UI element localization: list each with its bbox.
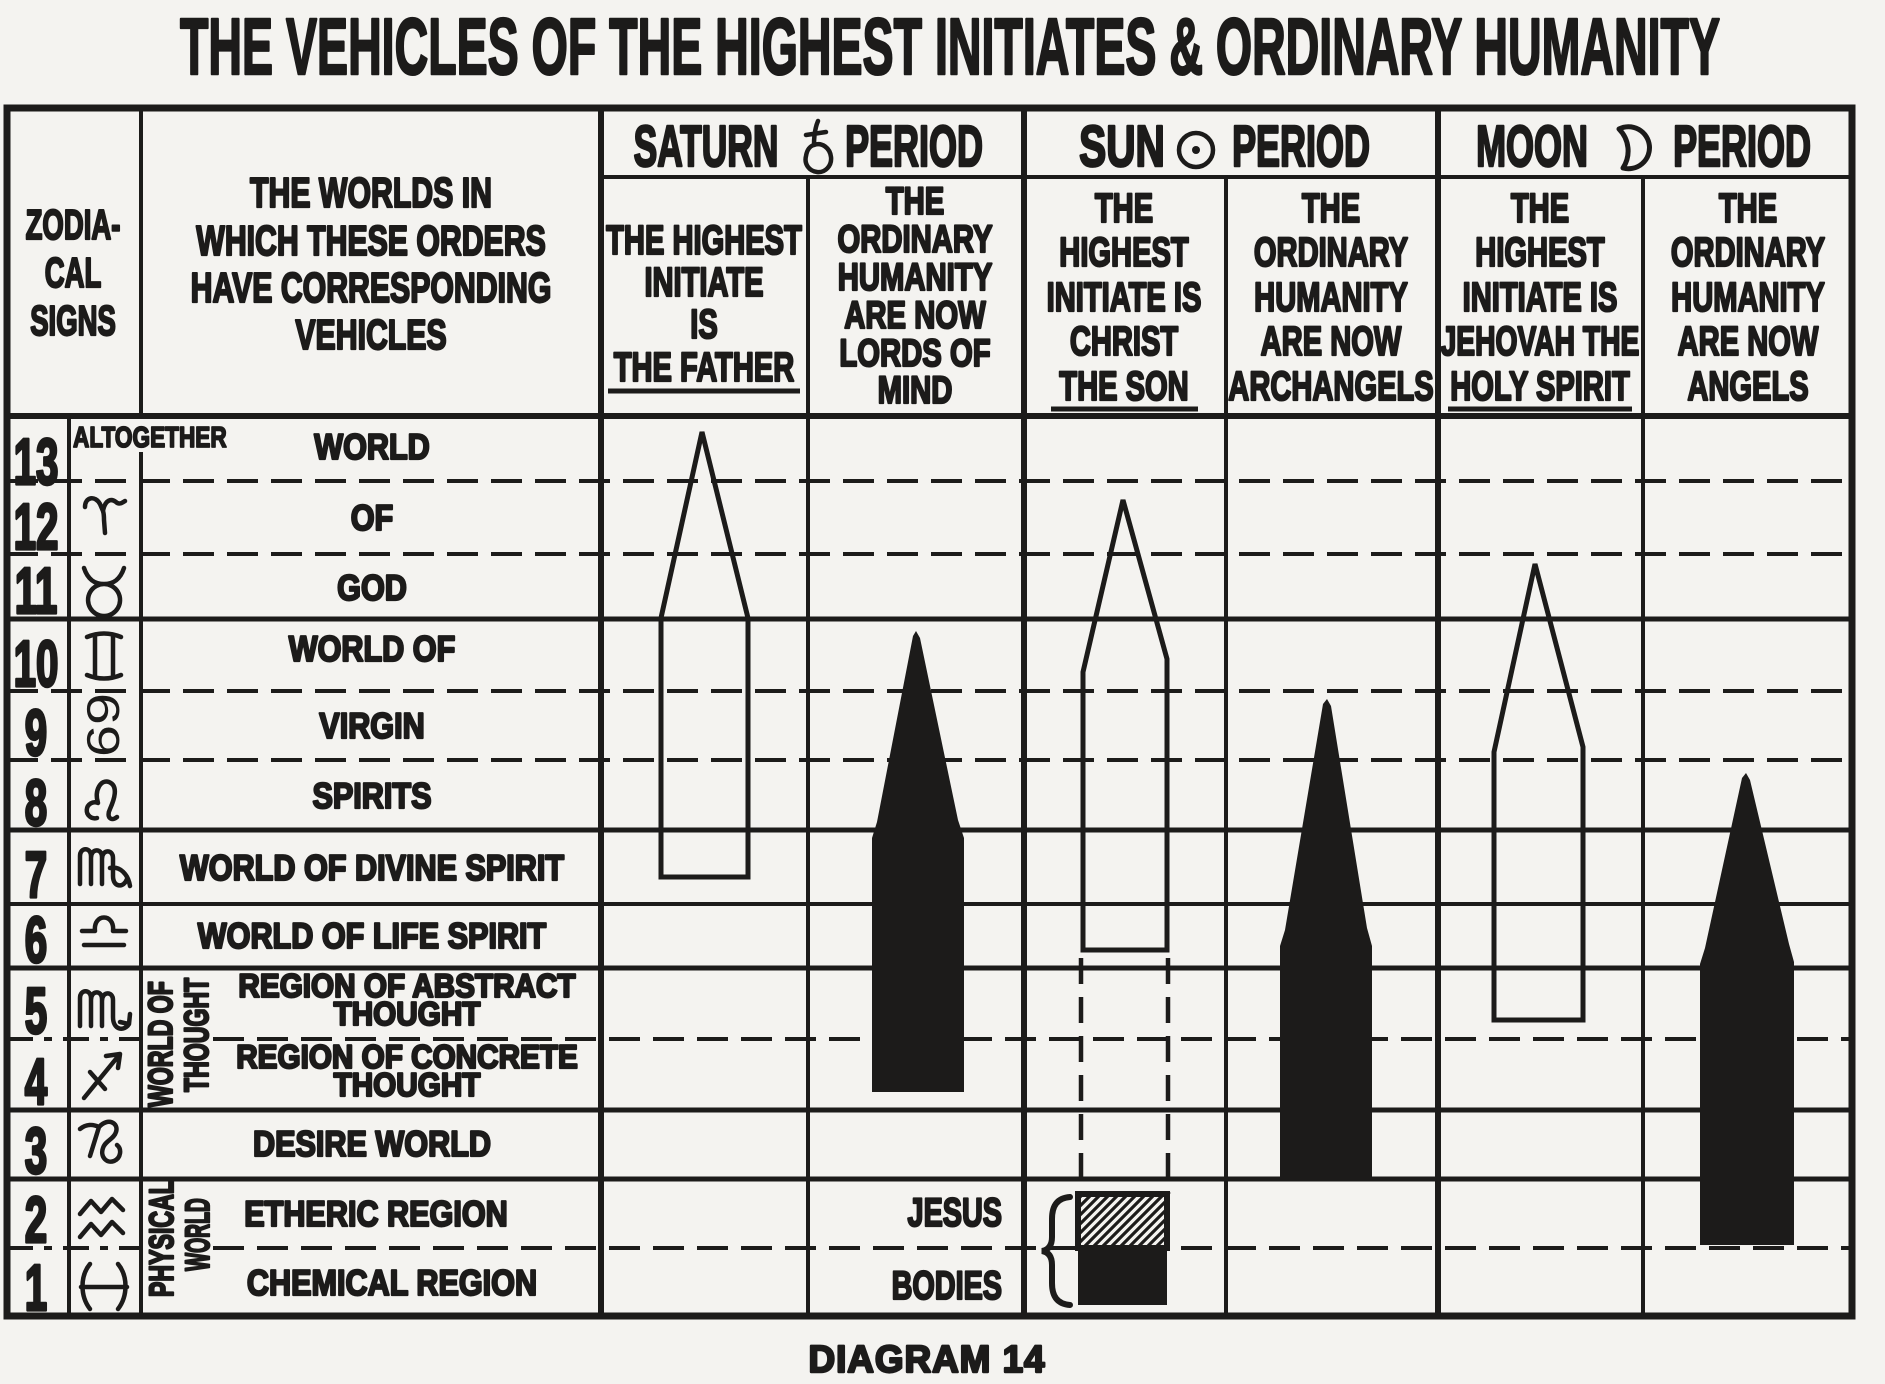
svg-text:INITIATE: INITIATE [644, 259, 763, 305]
svg-text:SATURN: SATURN [634, 114, 779, 179]
svg-text:PHYSICAL: PHYSICAL [143, 1180, 181, 1297]
svg-text:ARCHANGELS: ARCHANGELS [1228, 363, 1433, 409]
svg-text:PERIOD: PERIOD [1232, 114, 1370, 179]
svg-text:DIAGRAM 14: DIAGRAM 14 [808, 1339, 1045, 1381]
svg-text:VEHICLES: VEHICLES [295, 311, 446, 358]
svg-text:WORLD OF LIFE SPIRIT: WORLD OF LIFE SPIRIT [198, 915, 546, 956]
svg-text:ETHERIC REGION: ETHERIC REGION [244, 1193, 508, 1234]
svg-text:69: 69 [77, 693, 129, 757]
svg-text:VIRGIN: VIRGIN [319, 705, 424, 746]
svg-text:INITIATE IS: INITIATE IS [1463, 274, 1618, 320]
svg-text:THE: THE [1095, 185, 1153, 231]
svg-text:THE: THE [886, 180, 945, 223]
svg-text:13: 13 [14, 425, 59, 498]
svg-text:WORLD: WORLD [179, 1198, 217, 1271]
svg-text:JESUS: JESUS [908, 1191, 1002, 1235]
svg-text:THOUGHT: THOUGHT [334, 1066, 481, 1103]
svg-text:BODIES: BODIES [892, 1264, 1002, 1308]
svg-text:THE: THE [1719, 185, 1777, 231]
svg-text:CHRIST: CHRIST [1070, 318, 1178, 364]
svg-text:JEHOVAH THE: JEHOVAH THE [1441, 318, 1640, 364]
svg-text:GOD: GOD [337, 567, 407, 608]
svg-text:SPIRITS: SPIRITS [312, 775, 431, 816]
svg-text:HIGHEST: HIGHEST [1475, 229, 1604, 275]
svg-text:ORDINARY: ORDINARY [838, 218, 993, 261]
svg-text:HUMANITY: HUMANITY [838, 256, 993, 299]
svg-text:ORDINARY: ORDINARY [1671, 229, 1825, 275]
svg-text:REGION OF ABSTRACT: REGION OF ABSTRACT [238, 967, 575, 1004]
svg-text:5: 5 [25, 974, 47, 1047]
svg-text:8: 8 [25, 766, 47, 839]
svg-text:LORDS OF: LORDS OF [839, 332, 990, 375]
svg-text:WORLD OF: WORLD OF [289, 628, 456, 669]
svg-text:WORLD: WORLD [314, 426, 430, 467]
svg-text:THOUGHT: THOUGHT [334, 995, 481, 1032]
svg-text:DESIRE WORLD: DESIRE WORLD [253, 1123, 491, 1164]
svg-text:ARE NOW: ARE NOW [844, 294, 986, 337]
svg-text:INITIATE IS: INITIATE IS [1047, 274, 1202, 320]
svg-text:IS: IS [690, 301, 718, 347]
svg-text:WORLD OF: WORLD OF [142, 981, 180, 1107]
svg-text:1: 1 [25, 1251, 47, 1324]
svg-text:THE FATHER: THE FATHER [614, 344, 795, 390]
svg-text:4: 4 [25, 1045, 47, 1118]
svg-text:CAL: CAL [45, 249, 102, 296]
svg-text:MOON: MOON [1476, 114, 1588, 179]
svg-text:6: 6 [25, 903, 47, 976]
svg-text:HUMANITY: HUMANITY [1671, 274, 1825, 320]
svg-text:THOUGHT: THOUGHT [178, 978, 216, 1092]
svg-text:MIND: MIND [878, 369, 953, 412]
svg-text:2: 2 [25, 1183, 47, 1256]
svg-text:HAVE CORRESPONDING: HAVE CORRESPONDING [191, 264, 552, 311]
svg-text:3: 3 [25, 1114, 47, 1187]
svg-text:12: 12 [14, 490, 59, 563]
svg-text:9: 9 [25, 696, 47, 769]
svg-text:CHEMICAL REGION: CHEMICAL REGION [247, 1262, 537, 1303]
svg-text:ANGELS: ANGELS [1687, 363, 1808, 409]
svg-text:ZODIA-: ZODIA- [26, 201, 121, 248]
svg-text:PERIOD: PERIOD [845, 114, 983, 179]
svg-text:THE: THE [1302, 185, 1360, 231]
svg-text:SIGNS: SIGNS [30, 297, 116, 344]
svg-text:HOLY SPIRIT: HOLY SPIRIT [1450, 363, 1630, 409]
svg-text:THE HIGHEST: THE HIGHEST [606, 217, 802, 263]
svg-text:HUMANITY: HUMANITY [1254, 274, 1408, 320]
svg-text:10: 10 [14, 627, 59, 700]
svg-text:HIGHEST: HIGHEST [1059, 229, 1188, 275]
svg-text:ORDINARY: ORDINARY [1254, 229, 1408, 275]
svg-text:WORLD OF DIVINE SPIRIT: WORLD OF DIVINE SPIRIT [180, 847, 564, 888]
svg-text:WHICH THESE ORDERS: WHICH THESE ORDERS [196, 217, 545, 264]
svg-text:SUN: SUN [1079, 114, 1165, 179]
svg-text:THE VEHICLES OF THE HIGHEST IN: THE VEHICLES OF THE HIGHEST INITIATES & … [180, 2, 1720, 91]
svg-text:THE: THE [1511, 185, 1569, 231]
svg-text:REGION OF CONCRETE: REGION OF CONCRETE [236, 1038, 578, 1075]
svg-text:PERIOD: PERIOD [1673, 114, 1811, 179]
svg-text:ALTOGETHER: ALTOGETHER [73, 422, 227, 454]
svg-text:THE WORLDS IN: THE WORLDS IN [250, 169, 492, 216]
svg-text:ARE NOW: ARE NOW [1678, 318, 1819, 364]
svg-text:ARE NOW: ARE NOW [1261, 318, 1402, 364]
svg-text:OF: OF [351, 497, 394, 538]
svg-text:7: 7 [25, 838, 47, 911]
svg-text:THE SON: THE SON [1059, 363, 1188, 409]
svg-text:11: 11 [15, 554, 58, 627]
